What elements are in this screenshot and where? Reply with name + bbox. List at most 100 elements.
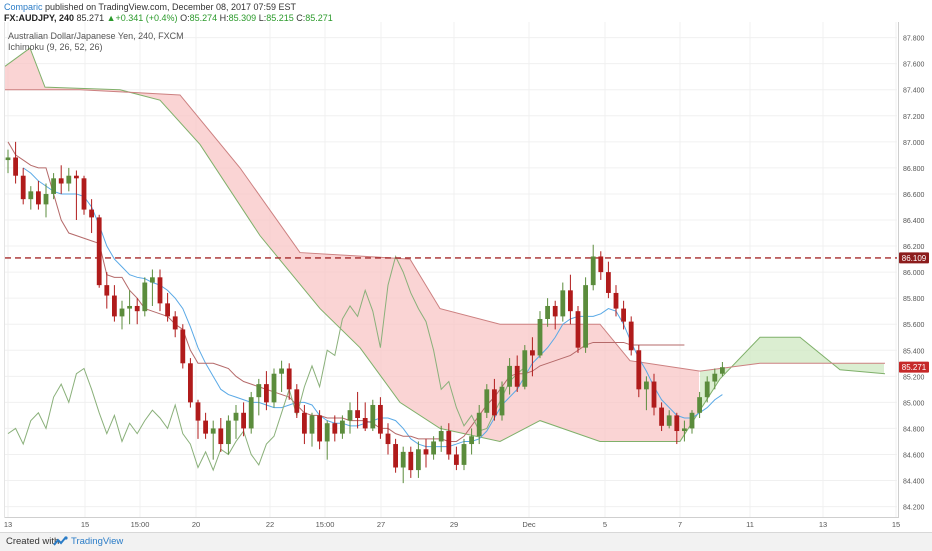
candle-body <box>423 449 429 455</box>
candle-body <box>43 193 49 205</box>
price-tick-label: 85.000 <box>903 400 925 407</box>
candle-body <box>127 305 132 309</box>
candle-body <box>469 436 474 445</box>
candle <box>704 376 710 403</box>
instrument-label: Australian Dollar/Japanese Yen, 240, FXC… <box>8 31 184 41</box>
senkou-span-b-line <box>5 89 885 372</box>
footer-bar: Created with TradingView <box>0 532 932 551</box>
candle-body <box>20 175 26 200</box>
candle-body <box>568 290 573 312</box>
time-tick-label: 20 <box>192 520 200 529</box>
price-tick-label: 84.400 <box>903 479 925 486</box>
candle <box>58 165 64 194</box>
time-tick-label: 15:00 <box>131 520 150 529</box>
candlesticks <box>5 141 725 484</box>
time-tick-label: 29 <box>450 520 458 529</box>
candle-body <box>666 415 672 426</box>
candle <box>697 391 702 418</box>
ichimoku-cloud <box>4 47 886 442</box>
candle-body <box>5 157 11 161</box>
candle <box>20 167 26 205</box>
candle-body <box>689 412 695 429</box>
candle-body <box>89 209 94 218</box>
candle-body <box>545 305 550 319</box>
candle <box>51 173 56 200</box>
candle <box>256 378 262 416</box>
candle-body <box>13 157 18 176</box>
candle-body <box>628 321 634 351</box>
time-tick-label: 27 <box>377 520 385 529</box>
candle <box>644 376 649 411</box>
candle-body <box>393 444 398 468</box>
candle <box>74 170 79 220</box>
candle-body <box>598 256 604 273</box>
candle-body <box>484 389 490 413</box>
time-tick-label: 13 <box>819 520 827 529</box>
candle-body <box>606 272 611 293</box>
change-arrow-icon: ▲ <box>106 13 116 23</box>
low-value: 85.215 <box>266 13 294 23</box>
price-tick-label: 87.000 <box>903 140 925 147</box>
candle <box>195 399 201 439</box>
candle <box>666 410 672 429</box>
candle <box>347 402 353 434</box>
candle-body <box>370 404 376 429</box>
candle <box>552 300 558 330</box>
price-tick-label: 85.400 <box>903 348 925 355</box>
candle-body <box>347 410 353 421</box>
candle-body <box>416 449 421 471</box>
last-price-badge-text: 85.271 <box>902 363 927 372</box>
level-badge: 86.109 <box>899 252 929 264</box>
candle <box>606 261 611 299</box>
candle-body <box>36 191 41 205</box>
time-axis-border <box>4 517 898 518</box>
candle-body <box>651 381 657 408</box>
time-tick-label: 5 <box>603 520 607 529</box>
candle <box>112 285 117 322</box>
price-tick-label: 85.800 <box>903 296 925 303</box>
chart-legend: Australian Dollar/Japanese Yen, 240, FXC… <box>8 31 184 52</box>
author-link[interactable]: Comparic <box>4 2 43 12</box>
candle-body <box>362 418 368 429</box>
candle-body <box>530 350 535 356</box>
candle <box>226 415 231 455</box>
candle <box>119 300 125 330</box>
candle <box>233 404 239 439</box>
candle-body <box>233 412 239 421</box>
price-axis[interactable]: 87.800 87.600 87.400 87.200 87.000 86.800 86.6… <box>903 36 925 512</box>
candle <box>355 391 360 429</box>
candle-body <box>157 277 163 304</box>
price-tick-label: 84.800 <box>903 426 925 433</box>
candle <box>332 415 338 442</box>
candle <box>545 298 550 327</box>
candle <box>96 214 102 288</box>
price-tick-label: 86.400 <box>903 218 925 225</box>
open-value: 85.274 <box>189 13 218 23</box>
candle-body <box>674 415 680 432</box>
indicator-label[interactable]: Ichimoku (9, 26, 52, 26) <box>8 41 103 52</box>
created-with-text: Created with <box>6 536 60 547</box>
price-chart[interactable]: 87.800 87.600 87.400 87.200 87.000 86.800 86.6… <box>0 0 932 532</box>
candle <box>210 420 216 460</box>
candle-body <box>476 412 482 437</box>
axes <box>4 22 899 518</box>
candle <box>408 446 414 478</box>
candle-body <box>438 431 444 442</box>
change-value: +0.341 (+0.4%) <box>115 13 178 23</box>
candle <box>5 149 11 174</box>
left-border <box>4 22 5 518</box>
candle <box>89 199 94 234</box>
candle-body <box>294 389 300 413</box>
time-axis[interactable]: 13 15 15:00 20 22 15:00 27 29 Dec 5 7 11 13 15 <box>4 520 900 529</box>
candle <box>636 345 642 398</box>
candle-body <box>324 423 330 442</box>
candle <box>712 368 718 390</box>
candle-body <box>385 433 391 445</box>
candle <box>583 277 588 353</box>
tradingview-brand-link[interactable]: TradingView <box>71 536 124 547</box>
candle <box>104 272 110 309</box>
close-value: 85.271 <box>305 13 333 23</box>
candle <box>165 292 170 322</box>
chart-header: Comparic published on TradingView.com, D… <box>4 2 333 24</box>
candle-body <box>454 454 459 465</box>
